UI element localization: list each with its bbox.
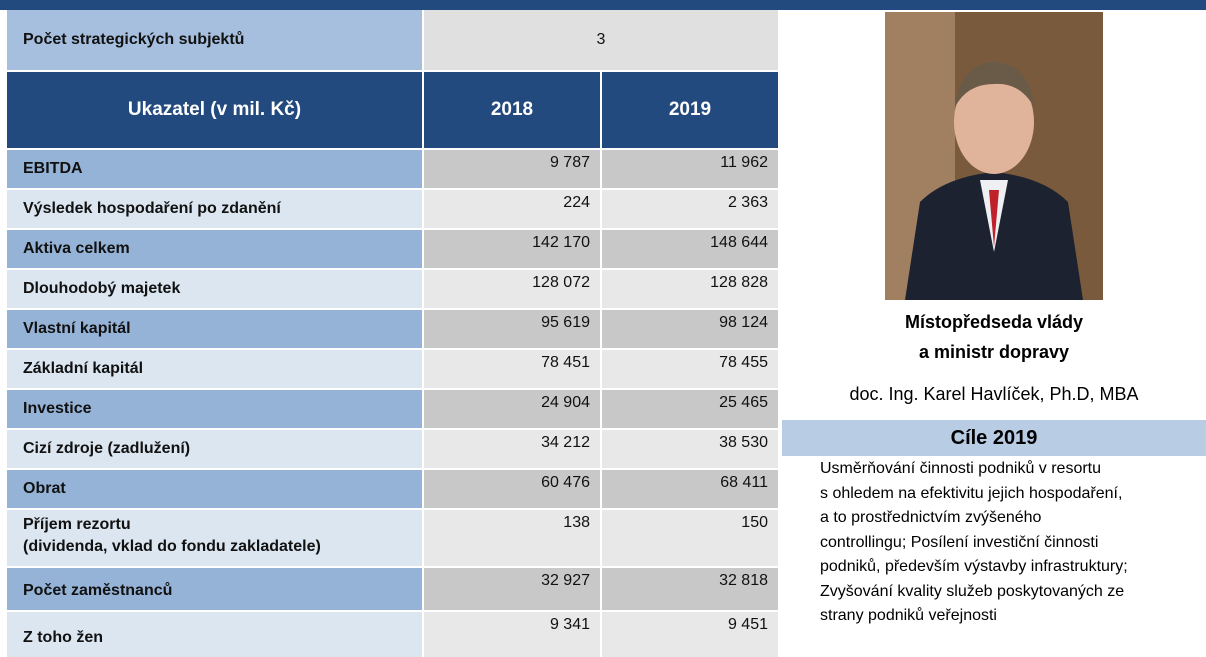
row-label: Vlastní kapitál: [7, 310, 422, 348]
row-value: 24 904: [424, 390, 600, 428]
row-value: 9 341: [424, 612, 600, 657]
row-label: Příjem rezortu (dividenda, vklad do fond…: [7, 510, 422, 566]
row-label: Investice: [7, 390, 422, 428]
goals-line: controllingu; Posílení investiční činnos…: [820, 534, 1206, 552]
header-cell: 2018: [424, 72, 600, 148]
row-value: 32 927: [424, 568, 600, 610]
row-label: Z toho žen: [7, 612, 422, 657]
row-value: 224: [424, 190, 600, 228]
goals-line: strany podniků veřejnosti: [820, 607, 1206, 625]
subjects-value: 3: [424, 10, 778, 70]
subjects-label: Počet strategických subjektů: [7, 10, 422, 70]
row-label: Základní kapitál: [7, 350, 422, 388]
row-value: 128 072: [424, 270, 600, 308]
portrait: [885, 12, 1103, 300]
row-value: 142 170: [424, 230, 600, 268]
row-label: Počet zaměstnanců: [7, 568, 422, 610]
goals-line: Zvyšování kvality služeb poskytovaných z…: [820, 583, 1206, 601]
row-value: 2 363: [602, 190, 778, 228]
top-bar: [0, 0, 1206, 10]
row-label: Cizí zdroje (zadlužení): [7, 430, 422, 468]
row-value: 78 451: [424, 350, 600, 388]
row-value: 78 455: [602, 350, 778, 388]
row-label: Aktiva celkem: [7, 230, 422, 268]
row-label: Výsledek hospodaření po zdanění: [7, 190, 422, 228]
row-value: 95 619: [424, 310, 600, 348]
row-value: 11 962: [602, 150, 778, 188]
name: doc. Ing. Karel Havlíček, Ph.D, MBA: [782, 384, 1206, 405]
row-value: 38 530: [602, 430, 778, 468]
row-label: EBITDA: [7, 150, 422, 188]
row-value: 138: [424, 510, 600, 566]
row-value: 128 828: [602, 270, 778, 308]
row-value: 68 411: [602, 470, 778, 508]
row-label: Obrat: [7, 470, 422, 508]
row-value: 148 644: [602, 230, 778, 268]
page: (() => { const data = JSON.parse(documen…: [0, 0, 1206, 637]
row-value: 9 787: [424, 150, 600, 188]
role-line: a ministr dopravy: [782, 342, 1206, 363]
header-cell: 2019: [602, 72, 778, 148]
header-cell: Ukazatel (v mil. Kč): [7, 72, 422, 148]
row-value: 32 818: [602, 568, 778, 610]
row-label: Dlouhodobý majetek: [7, 270, 422, 308]
goals-line: Usměrňování činnosti podniků v resortu: [820, 460, 1206, 478]
goals-line: podniků, především výstavby infrastruktu…: [820, 558, 1206, 576]
row-value: 25 465: [602, 390, 778, 428]
role-line: Místopředseda vlády: [782, 312, 1206, 333]
row-value: 9 451: [602, 612, 778, 657]
row-value: 98 124: [602, 310, 778, 348]
row-value: 60 476: [424, 470, 600, 508]
goals-line: s ohledem na efektivitu jejich hospodaře…: [820, 485, 1206, 503]
goals-line: a to prostřednictvím zvýšeného: [820, 509, 1206, 527]
row-value: 34 212: [424, 430, 600, 468]
row-value: 150: [602, 510, 778, 566]
goals-title: Cíle 2019: [782, 420, 1206, 456]
